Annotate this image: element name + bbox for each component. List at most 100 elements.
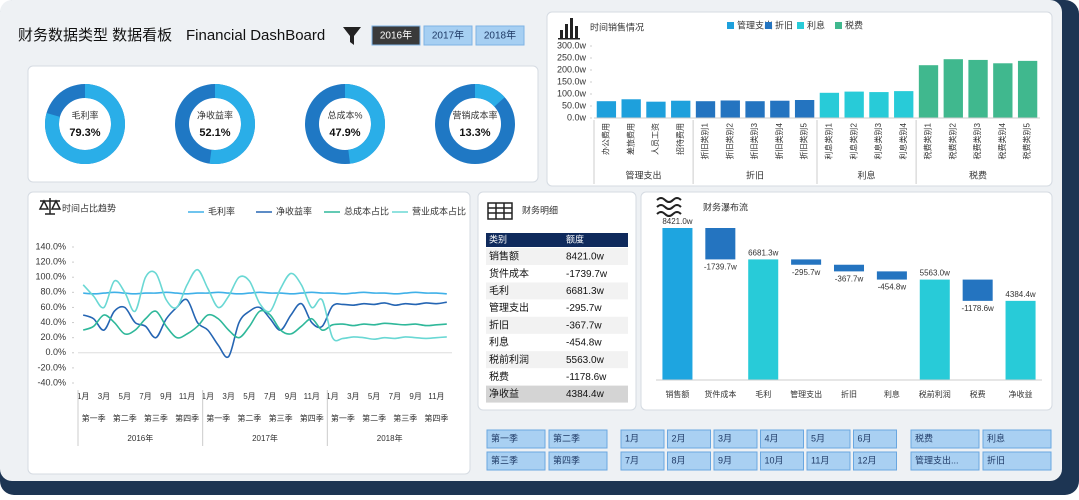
slicer-label[interactable]: 2月 xyxy=(672,433,686,443)
group-label: 管理支出 xyxy=(626,169,662,180)
year-button[interactable] xyxy=(475,25,525,46)
slicer-label[interactable]: 9月 xyxy=(718,455,732,465)
quarter-label: 第一季 xyxy=(82,413,106,423)
slicer-button[interactable] xyxy=(486,451,546,471)
slicer-button[interactable] xyxy=(548,451,608,471)
y-tick-label: -40.0% xyxy=(37,377,66,387)
slicer-button[interactable] xyxy=(713,429,758,449)
slicer-label[interactable]: 8月 xyxy=(672,455,686,465)
header-cell: 额度 xyxy=(566,233,584,244)
title-en: Financial DashBoard xyxy=(186,27,325,44)
x-tick-label: 货件成本 xyxy=(704,389,736,399)
group-label: 利息 xyxy=(858,169,876,180)
slicer-label[interactable]: 第二季 xyxy=(553,432,580,443)
y-tick-label: 140.0% xyxy=(35,241,66,251)
slicer-button[interactable] xyxy=(982,451,1052,471)
slicer-label[interactable]: 利息 xyxy=(987,432,1005,443)
legend-label: 管理支出 xyxy=(737,19,773,30)
slicer-label[interactable]: 3月 xyxy=(718,433,732,443)
slicer-label[interactable]: 管理支出... xyxy=(915,454,959,465)
waterfall-bar xyxy=(705,228,736,260)
slicer-button[interactable] xyxy=(760,429,804,449)
table-cell: 毛利 xyxy=(489,285,509,297)
slicer-label[interactable]: 折旧 xyxy=(987,454,1005,465)
quarter-label: 第三季 xyxy=(269,413,293,423)
legend-label: 折旧 xyxy=(775,19,793,30)
slicer-label[interactable]: 税费 xyxy=(915,432,933,443)
year-button[interactable] xyxy=(423,25,473,46)
x-tick-label: 折旧类别4 xyxy=(774,122,784,159)
x-tick-label: 1月 xyxy=(202,392,214,401)
y-tick-label: 300.0w xyxy=(557,40,587,50)
x-tick-label: 7月 xyxy=(139,392,151,401)
waterfall-bar xyxy=(1005,300,1036,380)
table-cell: 利息 xyxy=(489,336,509,349)
year-label[interactable]: 2017年 xyxy=(432,29,464,42)
value-label: 8421.0w xyxy=(662,217,692,226)
waterfall-bar xyxy=(748,259,779,380)
slicer-button[interactable] xyxy=(620,451,665,471)
slicer-button[interactable] xyxy=(486,429,546,449)
x-tick-label: 9月 xyxy=(160,392,172,401)
y-tick-label: 80.0% xyxy=(40,287,66,297)
y-tick-label: 0.0w xyxy=(567,112,587,122)
slicer-button[interactable] xyxy=(806,451,851,471)
value-label: 6681.3w xyxy=(748,249,778,258)
chart-title: 时间销售情况 xyxy=(590,21,644,32)
table-cell: 管理支出 xyxy=(489,301,529,314)
y-tick-label: 150.0w xyxy=(557,76,587,86)
slicer-label[interactable]: 11月 xyxy=(811,455,829,465)
quarter-label: 第四季 xyxy=(300,413,324,423)
slicer-button[interactable] xyxy=(806,429,851,449)
slicer-label[interactable]: 第四季 xyxy=(553,454,580,465)
year-label[interactable]: 2016年 xyxy=(380,29,412,42)
slicer-button[interactable] xyxy=(982,429,1052,449)
slicer-label[interactable]: 10月 xyxy=(765,455,784,465)
table-row xyxy=(486,299,628,317)
y-tick-label: 250.0w xyxy=(557,52,587,62)
slicer-label[interactable]: 7月 xyxy=(625,455,639,465)
x-tick-label: 税费类别1 xyxy=(923,122,933,159)
slicer-label[interactable]: 第三季 xyxy=(491,454,518,465)
quarter-label: 第二季 xyxy=(362,413,386,423)
slicer-button[interactable] xyxy=(548,429,608,449)
slicer-button[interactable] xyxy=(910,451,980,471)
slicer-label[interactable]: 5月 xyxy=(811,433,825,443)
slicer-label[interactable]: 1月 xyxy=(625,433,639,443)
slicer-label[interactable]: 6月 xyxy=(858,433,872,443)
slicer-button[interactable] xyxy=(853,451,897,471)
slicer-button[interactable] xyxy=(760,451,804,471)
x-tick-label: 9月 xyxy=(409,392,421,401)
slicer-label[interactable]: 第一季 xyxy=(491,432,518,443)
waterfall-panel xyxy=(640,191,1053,411)
slicer-button[interactable] xyxy=(620,429,665,449)
table-cell: 税前利润 xyxy=(489,353,529,366)
waterfall-bar xyxy=(833,264,865,272)
bar xyxy=(745,101,765,118)
x-tick-label: 利息类别3 xyxy=(873,122,883,159)
slicer-label[interactable]: 4月 xyxy=(765,433,779,443)
x-tick-label: 折旧类别3 xyxy=(749,122,759,159)
y-tick-label: 100.0% xyxy=(35,272,66,282)
waterfall-bar xyxy=(791,259,822,265)
year-label[interactable]: 2018年 xyxy=(484,29,516,42)
year-label: 2017年 xyxy=(252,433,278,443)
waterfall-bar xyxy=(962,279,993,301)
slicer-label[interactable]: 12月 xyxy=(858,455,877,465)
year-button[interactable] xyxy=(371,25,421,46)
slicer-button[interactable] xyxy=(853,429,897,449)
quarter-label: 第二季 xyxy=(113,413,137,423)
table-cell: 8421.0w xyxy=(566,252,605,263)
table-row xyxy=(486,265,628,283)
x-tick-label: 11月 xyxy=(428,392,444,401)
bar xyxy=(1017,60,1038,118)
bar xyxy=(894,91,914,118)
donut-arc xyxy=(175,84,255,164)
kpi-name: 净收益率 xyxy=(197,109,233,120)
slicer-button[interactable] xyxy=(713,451,758,471)
x-tick-label: 5月 xyxy=(368,392,380,401)
slicer-button[interactable] xyxy=(910,429,980,449)
x-tick-label: 7月 xyxy=(264,392,276,401)
slicer-button[interactable] xyxy=(667,451,711,471)
slicer-button[interactable] xyxy=(667,429,711,449)
